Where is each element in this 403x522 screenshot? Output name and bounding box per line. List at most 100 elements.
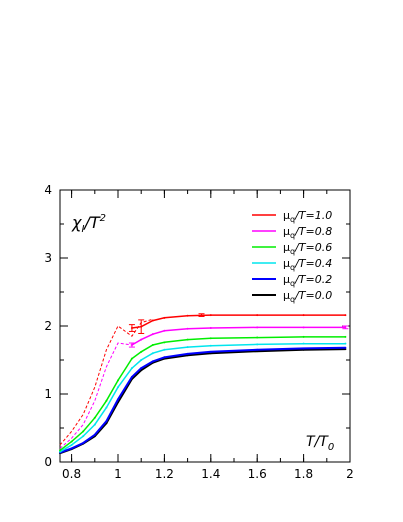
data-point [302, 326, 305, 329]
data-point [163, 356, 166, 359]
data-point [70, 440, 73, 443]
x-tick-label: 1.2 [155, 467, 174, 481]
data-point [302, 335, 305, 338]
legend-rest: /T=0.8 [294, 225, 332, 238]
data-point [344, 342, 347, 345]
series-qT0-8 [59, 325, 349, 449]
data-point [186, 314, 189, 317]
x-tick-label: 0.8 [62, 467, 81, 481]
x-axis-label: T/T0 [306, 434, 334, 453]
svg-text:χI/T2: χI/T2 [71, 213, 106, 235]
series-line [59, 346, 346, 454]
data-point [140, 350, 143, 353]
data-point [209, 344, 212, 347]
data-point [151, 319, 154, 322]
y-axis-label: χI/T2 [71, 213, 106, 235]
legend-label: μq/T=0.8 [283, 225, 332, 240]
data-point [344, 346, 347, 349]
data-point [70, 447, 73, 450]
legend-mu: μ [283, 225, 290, 238]
data-point [256, 336, 259, 339]
series-line [59, 348, 346, 455]
legend-label: μq/T=0.2 [283, 273, 332, 288]
x-label-sub: 0 [328, 442, 334, 453]
data-point [105, 406, 108, 409]
legend-label: μq/T=1.0 [283, 209, 332, 224]
legend-item: μq/T=0.2 [252, 273, 332, 288]
data-point [151, 352, 154, 355]
legend-mu: μ [283, 241, 290, 254]
data-point [93, 433, 96, 436]
data-point [209, 350, 212, 353]
x-tick-label: 2 [346, 467, 354, 481]
x-tick-label: 1.4 [201, 467, 220, 481]
data-point [117, 398, 119, 401]
data-point [302, 347, 305, 350]
data-point [163, 316, 166, 319]
y-label-sep: /T [82, 213, 100, 232]
legend-sub: q [290, 295, 295, 304]
y-label-sub: I [81, 224, 84, 235]
data-point [93, 416, 96, 419]
series-dashed-line [59, 342, 132, 449]
legend-sub: q [290, 279, 295, 288]
data-point [256, 343, 259, 346]
y-label-base: χ [71, 213, 82, 232]
data-point [344, 335, 347, 338]
data-point [163, 348, 166, 351]
data-point [59, 449, 61, 452]
data-point [130, 376, 133, 378]
data-point [93, 423, 96, 426]
legend-sub: q [290, 263, 295, 272]
data-point [140, 367, 143, 370]
y-label-sup: 2 [100, 213, 106, 224]
data-point [70, 444, 73, 446]
legend: μq/T=1.0μq/T=0.8μq/T=0.6μq/T=0.4μq/T=0.2… [252, 209, 332, 304]
series-dashed-line [59, 318, 153, 446]
data-point [82, 430, 85, 433]
y-tick-label: 4 [44, 183, 52, 197]
legend-sub: q [290, 247, 295, 256]
data-point [186, 338, 189, 341]
series-qT0-2 [59, 346, 347, 454]
series-qT1-0 [59, 313, 347, 446]
y-tick-label: 2 [44, 319, 52, 333]
legend-mu: μ [283, 257, 290, 270]
legend-mu: μ [283, 273, 290, 286]
legend-label: μq/T=0.6 [283, 241, 332, 256]
legend-rest: /T=0.4 [294, 257, 332, 270]
legend-rest: /T=1.0 [294, 209, 332, 222]
data-point [105, 420, 108, 423]
y-tick-label: 1 [44, 387, 52, 401]
data-point [209, 327, 212, 330]
x-label-base: T/T [306, 434, 329, 450]
data-point [186, 352, 189, 355]
data-point [82, 441, 85, 444]
legend-sub: q [290, 231, 295, 240]
data-point [209, 337, 212, 340]
legend-item: μq/T=0.6 [252, 241, 332, 256]
legend-rest: /T=0.2 [294, 273, 332, 286]
legend-mu: μ [283, 289, 290, 302]
data-point [163, 329, 166, 332]
legend-mu: μ [283, 209, 290, 222]
data-point [140, 338, 143, 341]
x-tick-label: 1.6 [248, 467, 267, 481]
axes: 0.8 1 1.2 1.4 1.6 1.8 2 0 1 2 3 4 [44, 183, 353, 481]
data-point [256, 326, 259, 329]
data-point [256, 314, 259, 317]
data-point [151, 360, 154, 363]
data-point [344, 314, 347, 317]
data-point [302, 342, 305, 345]
data-point [163, 341, 166, 344]
data-point [140, 359, 143, 361]
data-point [302, 314, 305, 317]
data-point [256, 348, 259, 351]
data-point [186, 346, 189, 349]
data-point [105, 399, 108, 402]
legend-item: μq/T=0.0 [252, 289, 332, 304]
data-point [209, 314, 212, 317]
series-qT0-6 [59, 335, 347, 452]
legend-rest: /T=0.6 [294, 241, 332, 254]
